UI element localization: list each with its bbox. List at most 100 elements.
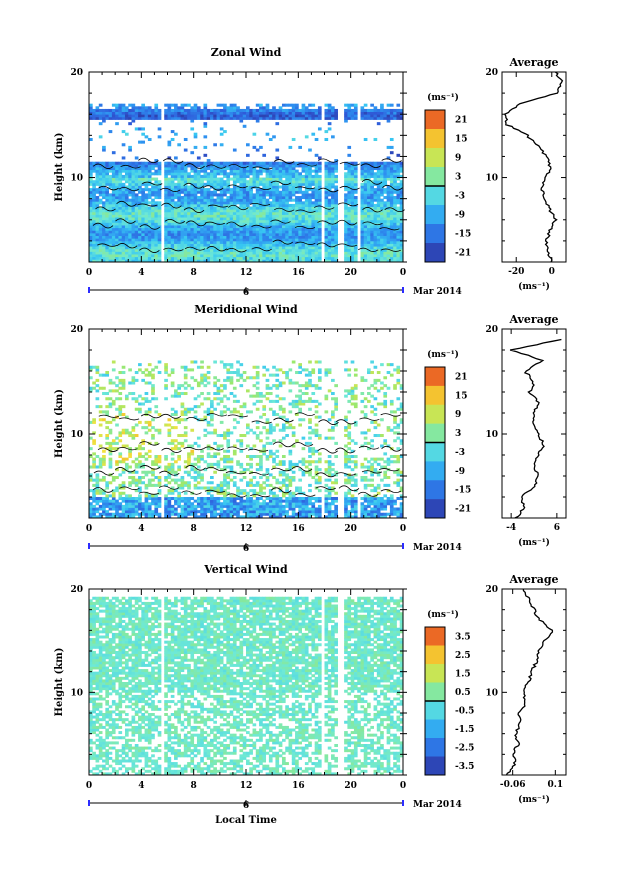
- heatmap-cell: [167, 434, 172, 438]
- heatmap-cell: [102, 167, 106, 171]
- heatmap-cell: [111, 151, 116, 155]
- heatmap-cell: [229, 217, 234, 221]
- heatmap-cell: [272, 182, 276, 186]
- heatmap-cell: [249, 225, 253, 229]
- heatmap-cell: [399, 190, 404, 194]
- heatmap-cell: [389, 201, 394, 205]
- heatmap-cell: [164, 177, 168, 181]
- heatmap-cell: [383, 174, 388, 178]
- heatmap-cell: [193, 486, 198, 490]
- heatmap-cell: [89, 225, 93, 229]
- heatmap-cell: [246, 114, 250, 118]
- heatmap-cell: [115, 227, 119, 231]
- heatmap-cell: [177, 203, 181, 207]
- heatmap-cell: [213, 470, 217, 474]
- heatmap-cell: [331, 193, 335, 197]
- heatmap-cell: [363, 137, 368, 142]
- heatmap-cell: [138, 114, 142, 118]
- heatmap-cell: [288, 111, 293, 115]
- heatmap-cell: [102, 227, 106, 231]
- heatmap-cell: [170, 240, 175, 244]
- heatmap-cell: [219, 413, 224, 417]
- heatmap-cell: [131, 174, 136, 178]
- heatmap-cell: [118, 452, 123, 456]
- heatmap-cell: [203, 502, 208, 506]
- heatmap-cell: [376, 185, 381, 189]
- heatmap-cell: [134, 254, 139, 258]
- heatmap-cell: [229, 103, 234, 107]
- heatmap-cell: [370, 188, 374, 192]
- heatmap-cell: [187, 180, 191, 184]
- heatmap-cell: [216, 164, 221, 168]
- heatmap-cell: [154, 494, 159, 498]
- heatmap-cell: [141, 248, 145, 252]
- heatmap-cell: [213, 222, 217, 226]
- heatmap-cell: [157, 235, 162, 239]
- heatmap-cell: [167, 140, 172, 144]
- heatmap-cell: [236, 251, 240, 255]
- heatmap-cell: [353, 214, 358, 218]
- heatmap-cell: [265, 230, 270, 234]
- heatmap-cell: [151, 209, 155, 213]
- heatmap-cell: [170, 489, 175, 493]
- heatmap-cell: [134, 188, 139, 192]
- heatmap-cell: [373, 114, 378, 118]
- heatmap-cell: [213, 108, 217, 112]
- heatmap-cell: [376, 188, 381, 192]
- heatmap-cell: [138, 410, 142, 414]
- heatmap-cell: [219, 188, 224, 192]
- heatmap-cell: [174, 111, 178, 115]
- heatmap-cell: [128, 177, 132, 181]
- heatmap-cell: [131, 476, 136, 480]
- heatmap-cell: [183, 217, 188, 221]
- heatmap-cell: [174, 156, 178, 160]
- heatmap-cell: [285, 259, 289, 263]
- heatmap-cell: [108, 240, 113, 244]
- heatmap-cell: [291, 217, 296, 221]
- heatmap-cell: [219, 256, 224, 260]
- heatmap-cell: [131, 193, 136, 197]
- heatmap-cell: [203, 214, 208, 218]
- heatmap-cell: [275, 182, 280, 186]
- heatmap-cell: [115, 106, 119, 110]
- heatmap-cell: [151, 436, 155, 440]
- heatmap-cell: [151, 392, 155, 396]
- heatmap-cell: [170, 206, 175, 210]
- heatmap-cell: [285, 164, 289, 168]
- heatmap-cell: [196, 174, 201, 178]
- heatmap-cell: [259, 196, 263, 200]
- heatmap-cell: [147, 410, 152, 414]
- heatmap-cell: [213, 360, 217, 364]
- heatmap-cell: [373, 219, 378, 223]
- heatmap-cell: [138, 462, 142, 466]
- heatmap-cell: [380, 177, 384, 181]
- heatmap-cell: [370, 230, 374, 234]
- heatmap-cell: [187, 486, 191, 490]
- heatmap-cell: [344, 243, 348, 247]
- heatmap-cell: [131, 230, 136, 234]
- heatmap-cell: [370, 201, 374, 205]
- heatmap-cell: [121, 512, 126, 516]
- heatmap-cell: [144, 193, 149, 197]
- heatmap-cell: [89, 389, 93, 393]
- heatmap-cell: [164, 497, 168, 501]
- heatmap-cell: [190, 119, 195, 123]
- contour-line: [97, 239, 401, 253]
- heatmap-cell: [353, 256, 358, 260]
- heatmap-cell: [167, 481, 172, 485]
- heatmap-cell: [373, 248, 378, 252]
- heatmap-cell: [134, 399, 139, 403]
- heatmap-cell: [196, 180, 201, 184]
- heatmap-cell: [344, 211, 348, 215]
- heatmap-cell: [193, 188, 198, 192]
- heatmap-cell: [131, 203, 136, 207]
- heatmap-cell: [373, 106, 378, 110]
- heatmap-cell: [278, 214, 283, 218]
- heatmap-cell: [246, 256, 250, 260]
- heatmap-cell: [363, 198, 368, 202]
- heatmap-cell: [89, 182, 93, 186]
- heatmap-cell: [183, 426, 188, 430]
- heatmap-cell: [380, 203, 384, 207]
- heatmap-cell: [164, 476, 168, 480]
- heatmap-cell: [311, 116, 316, 120]
